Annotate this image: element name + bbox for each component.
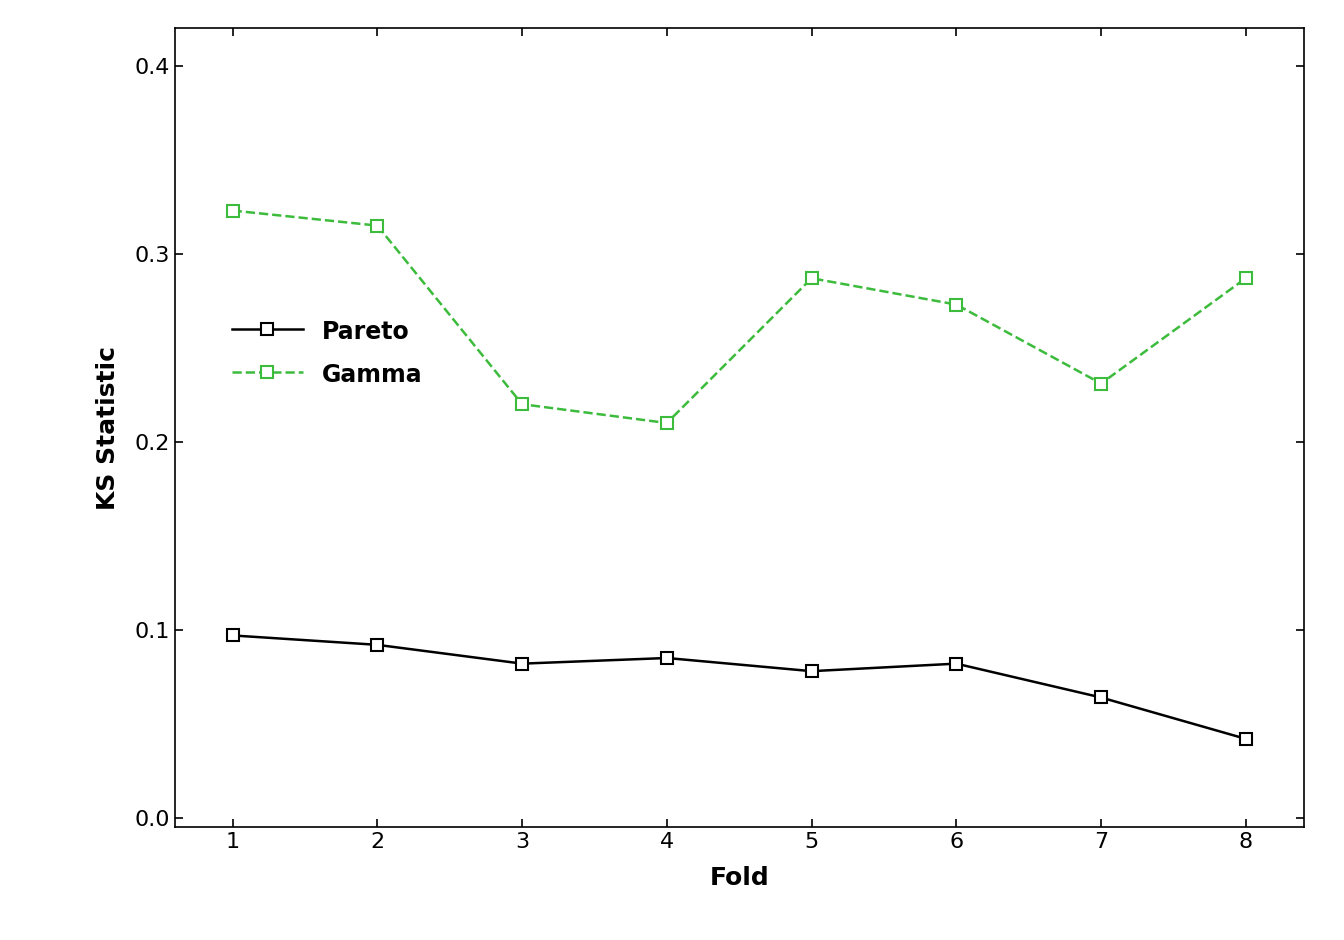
Y-axis label: KS Statistic: KS Statistic — [97, 346, 121, 509]
X-axis label: Fold: Fold — [710, 866, 769, 890]
Legend: Pareto, Gamma: Pareto, Gamma — [231, 320, 422, 386]
